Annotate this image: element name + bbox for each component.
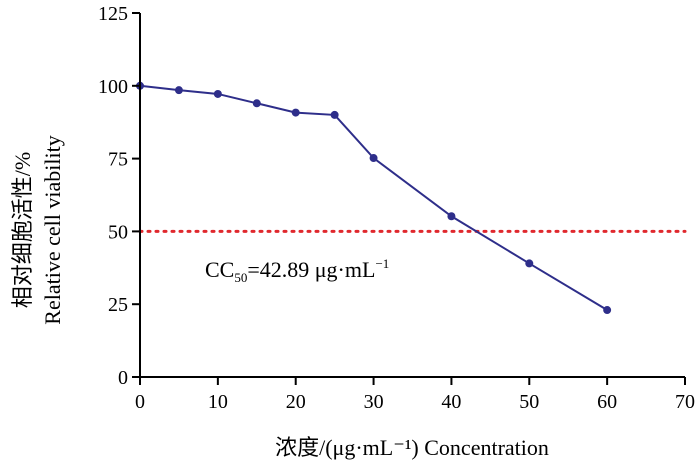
y-axis-title-cn: 相对细胞活性/% (10, 152, 35, 308)
x-tick-label-0: 0 (135, 391, 145, 413)
data-point-0-6 (369, 154, 378, 163)
x-axis-title: 浓度/(μg·mL⁻¹) Concentration (275, 435, 549, 460)
annotation-prefix: CC (205, 257, 234, 282)
x-tick-label-70: 70 (675, 391, 695, 413)
annotation-value: =42.89 μg·mL (247, 257, 375, 282)
x-tick-label-40: 40 (441, 391, 461, 413)
data-point-0-7 (447, 212, 456, 221)
x-tick-label-30: 30 (364, 391, 384, 413)
x-tick-label-60: 60 (597, 391, 617, 413)
data-point-0-1 (174, 86, 183, 95)
series-line-0 (139, 84, 608, 311)
y-tick-label-0: 0 (118, 367, 128, 389)
data-point-0-8 (525, 259, 534, 268)
y-tick-label-100: 100 (98, 76, 128, 98)
data-point-0-9 (603, 306, 612, 315)
y-tick-label-75: 75 (108, 149, 128, 171)
y-axis-title-en: Relative cell viability (40, 135, 65, 324)
annotation-subscript: 50 (234, 270, 247, 285)
annotation-superscript: −1 (375, 256, 389, 271)
axes-layer: 0 25 50 75 100 125 0 10 20 30 40 50 60 70 (98, 3, 695, 413)
data-point-0-2 (213, 89, 222, 98)
y-tick-label-25: 25 (108, 294, 128, 316)
annotation-cc50: CC50=42.89 μg·mL−1 (205, 256, 389, 285)
data-point-0-5 (330, 110, 339, 119)
y-tick-label-125: 125 (98, 3, 128, 25)
series-layer (136, 81, 612, 315)
x-tick-label-10: 10 (208, 391, 228, 413)
y-tick-label-50: 50 (108, 221, 128, 243)
x-tick-label-20: 20 (286, 391, 306, 413)
x-tick-label-50: 50 (519, 391, 539, 413)
data-point-0-4 (291, 108, 300, 117)
data-point-0-3 (252, 99, 261, 108)
